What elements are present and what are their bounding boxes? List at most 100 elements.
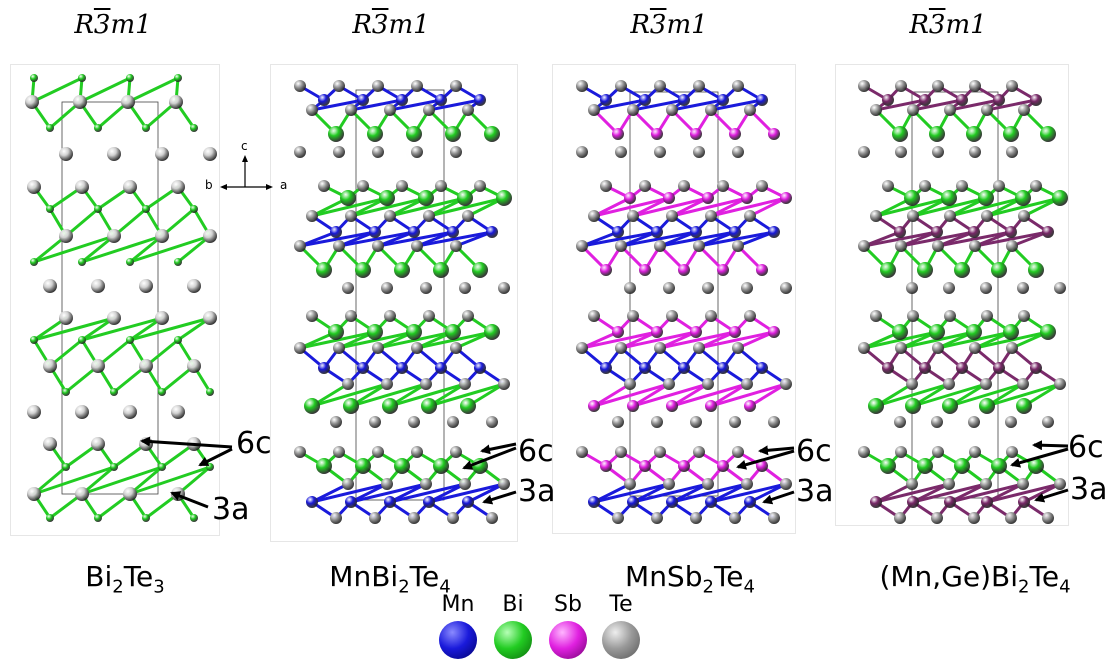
bond [911, 196, 988, 218]
atom [1017, 282, 1029, 294]
atom [732, 446, 744, 458]
atom [895, 146, 907, 158]
atom [615, 80, 627, 92]
atom [498, 478, 510, 490]
atom [741, 478, 753, 490]
atom [381, 478, 393, 490]
atom [486, 512, 498, 524]
atom [139, 279, 153, 293]
atom [75, 180, 89, 194]
atom [27, 405, 41, 419]
axis-label-c: c [241, 139, 248, 153]
atom [367, 126, 383, 142]
atom [904, 190, 920, 206]
atom [639, 94, 651, 106]
atom [956, 94, 968, 106]
atom [474, 180, 486, 192]
atom [342, 478, 354, 490]
bond [376, 230, 455, 248]
atom [768, 226, 780, 238]
bond [874, 98, 927, 112]
atom [294, 342, 306, 354]
atom [624, 378, 636, 390]
bond [948, 382, 1025, 408]
bond [80, 316, 164, 342]
atom [780, 192, 792, 204]
atom [943, 378, 955, 390]
atom [612, 226, 624, 238]
atom [474, 94, 486, 106]
atom [1054, 282, 1066, 294]
legend-label-bi: Bi [502, 592, 524, 617]
atom [306, 310, 318, 322]
atom [654, 146, 666, 158]
atom [917, 262, 933, 278]
atom [369, 416, 381, 428]
bond [32, 316, 116, 342]
bond [985, 98, 1038, 112]
bond [936, 330, 1013, 350]
atom [624, 192, 636, 204]
atom [663, 192, 675, 204]
atom [345, 104, 357, 116]
atom [328, 126, 344, 142]
atom [600, 362, 612, 374]
atom [600, 264, 612, 276]
atom [744, 310, 756, 322]
bond [388, 482, 428, 504]
atom [1006, 446, 1018, 458]
atom [174, 74, 182, 82]
bond [709, 196, 788, 218]
atom [732, 146, 744, 158]
bond [592, 482, 632, 504]
atom [62, 388, 70, 396]
atom [345, 310, 357, 322]
atom [917, 458, 933, 474]
atom [1005, 416, 1017, 428]
atom [1006, 146, 1018, 158]
formula-mnbi2te4: MnBi2Te4 [329, 560, 451, 598]
bond [631, 196, 671, 218]
bond [349, 482, 428, 504]
atom [423, 104, 435, 116]
atom [369, 512, 381, 524]
atom [46, 514, 54, 522]
bond [337, 230, 416, 248]
bond [30, 76, 84, 104]
atom [435, 362, 447, 374]
atom [895, 240, 907, 252]
bond [337, 330, 416, 350]
atom [59, 311, 73, 325]
atom [892, 126, 908, 142]
atom [435, 94, 447, 106]
atom [126, 336, 134, 344]
atom [1028, 458, 1044, 474]
atom [756, 180, 768, 192]
atom [1017, 478, 1029, 490]
atom [435, 180, 447, 192]
bond [349, 382, 428, 408]
label-6c-mngebi2te4: 6c [1068, 430, 1104, 465]
atom [1006, 240, 1018, 252]
atom [91, 359, 105, 373]
atom [203, 229, 217, 243]
bond [619, 330, 698, 350]
atom [651, 416, 663, 428]
bond [32, 465, 116, 496]
atom [588, 496, 600, 508]
panel-mngebi2te4 [835, 64, 1069, 526]
atom [615, 446, 627, 458]
atom [981, 310, 993, 322]
atom [306, 210, 318, 222]
atom [394, 458, 410, 474]
atom [919, 362, 931, 374]
atom [73, 95, 87, 109]
atom [294, 146, 306, 158]
atom [744, 496, 756, 508]
bond [948, 482, 1025, 504]
atom [756, 264, 768, 276]
atom [991, 262, 1007, 278]
atom [174, 336, 182, 344]
atom [343, 398, 359, 414]
